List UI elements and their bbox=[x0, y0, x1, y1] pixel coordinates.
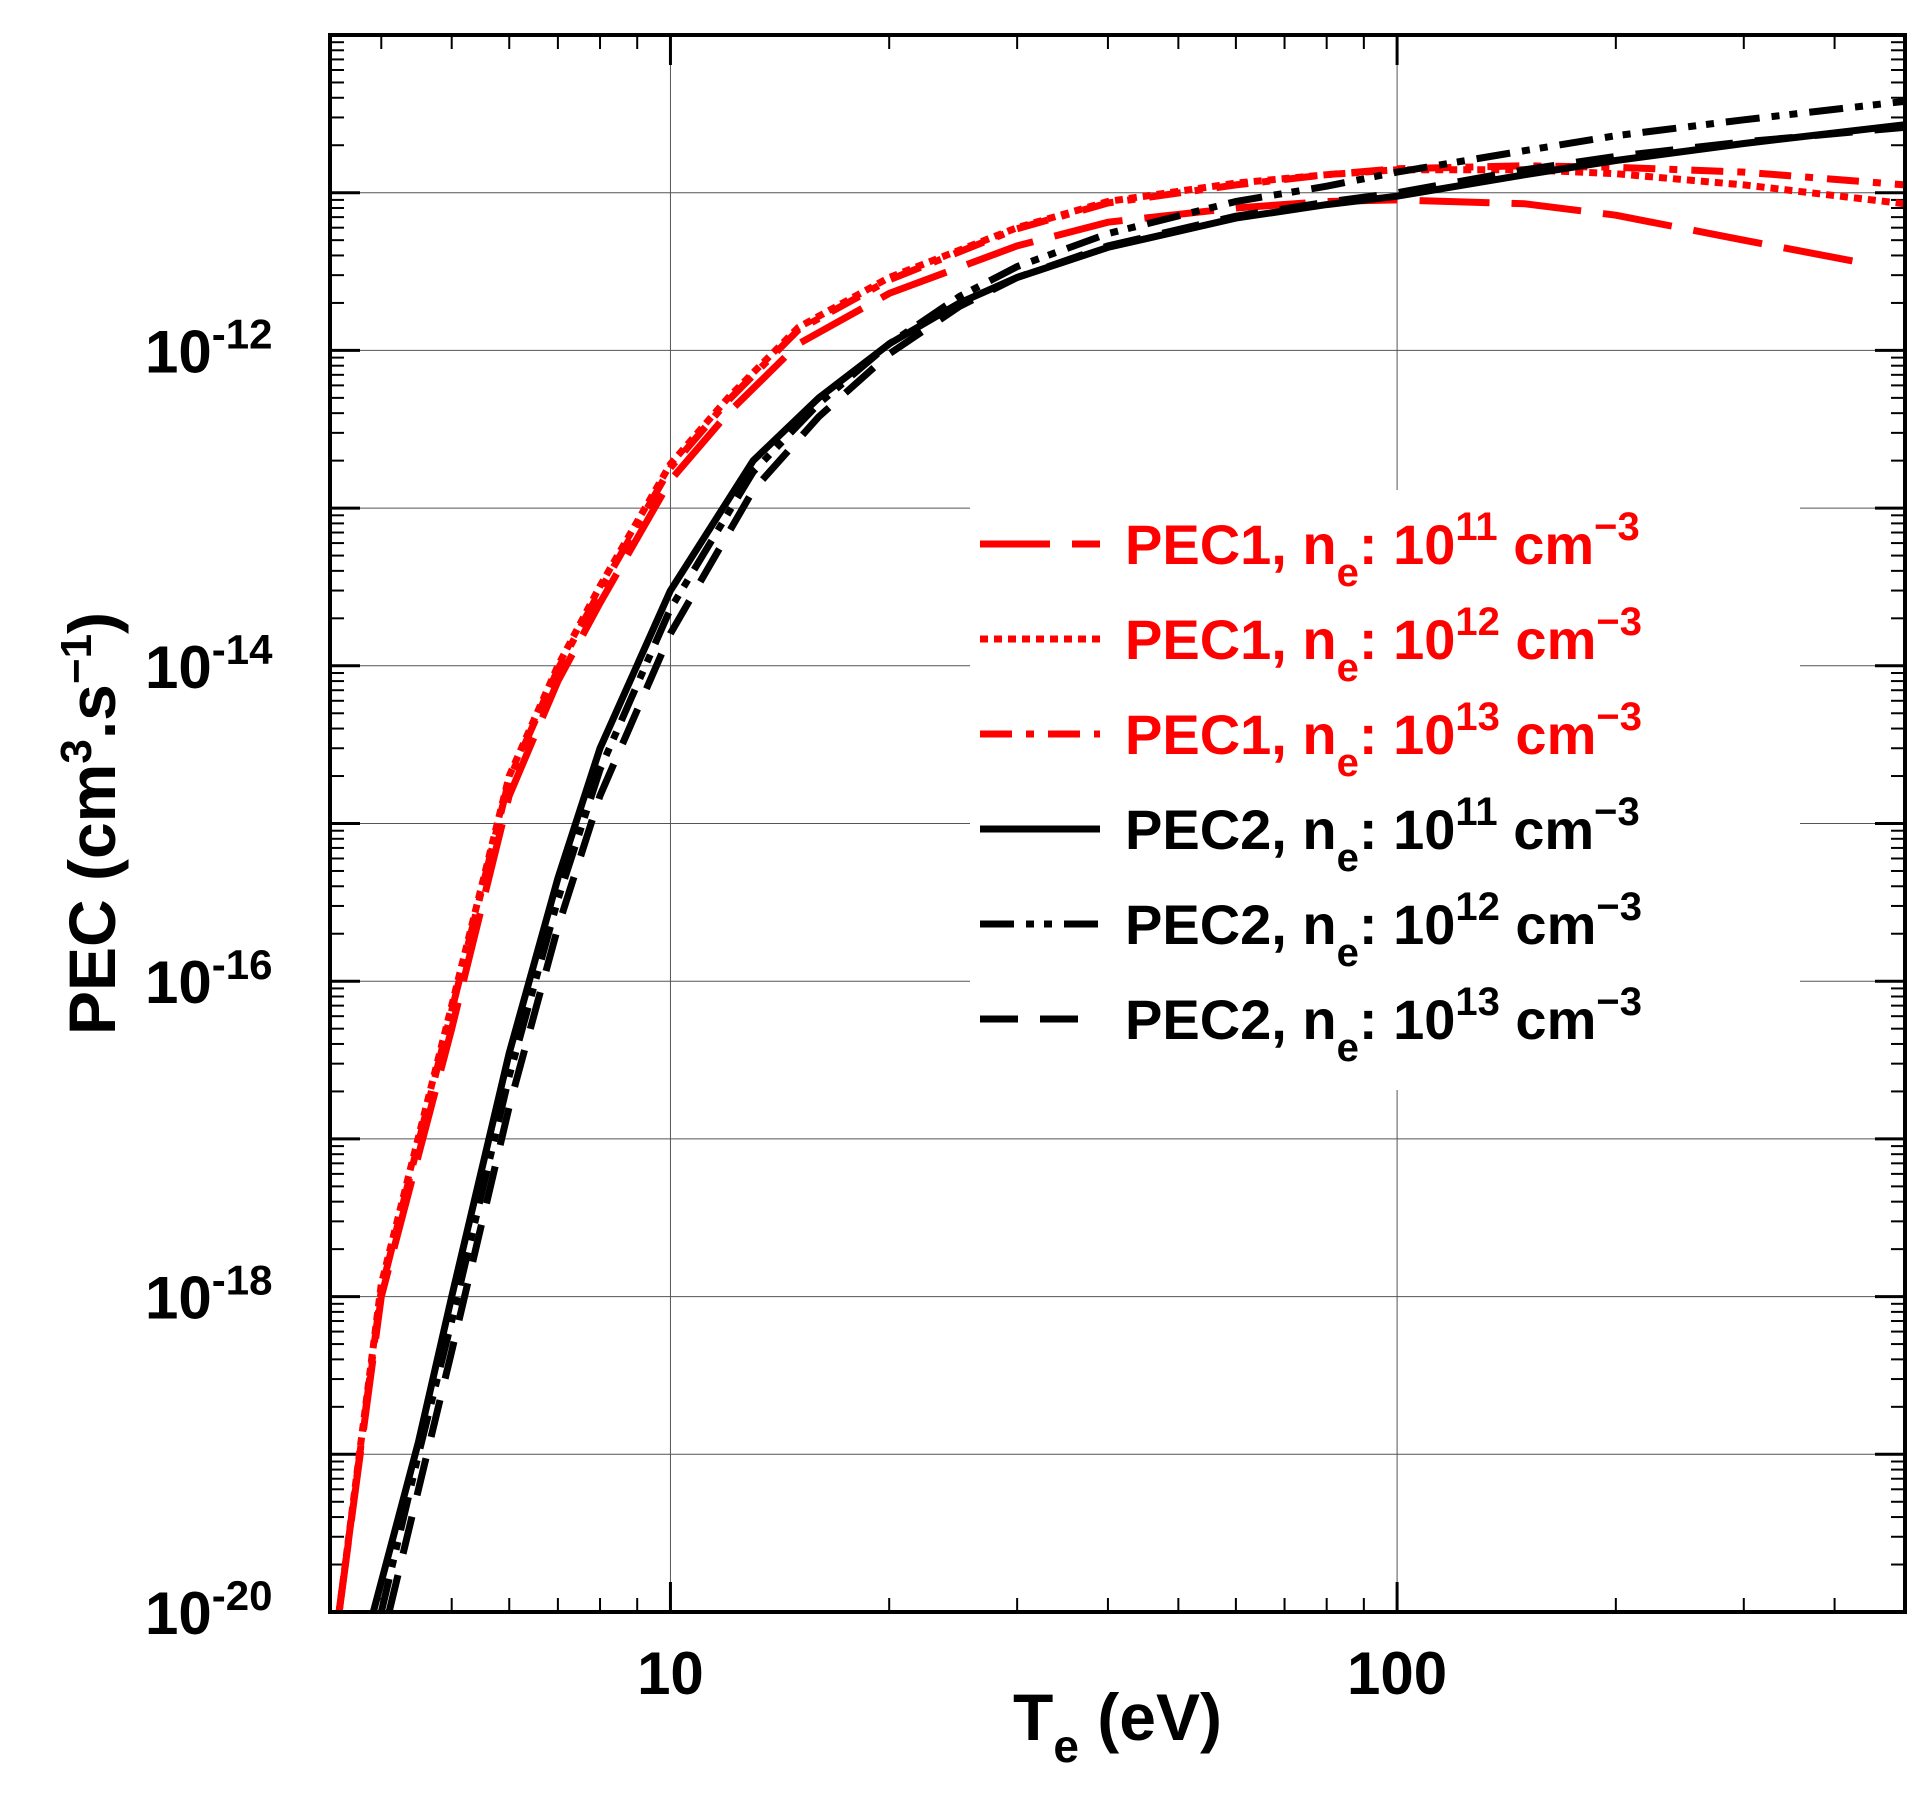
legend-label-part: PEC2, n bbox=[1125, 988, 1337, 1051]
legend-label-part: PEC1, n bbox=[1125, 608, 1337, 671]
legend-label-part: : 10 bbox=[1359, 608, 1456, 671]
plot-lines bbox=[335, 97, 1905, 1612]
legend-label-part: PEC1, n bbox=[1125, 513, 1337, 576]
legend-label-2: PEC1, ne: 1012 cm−3 bbox=[1125, 600, 1642, 690]
x-axis-label-sub: e bbox=[1053, 1720, 1079, 1772]
y-tick-label-base: 10 bbox=[145, 1265, 212, 1332]
legend-label-part: 11 bbox=[1455, 505, 1497, 549]
y-tick-label: 10-14 bbox=[145, 626, 273, 701]
legend-label-part: 13 bbox=[1455, 980, 1500, 1024]
legend-label-part: −3 bbox=[1596, 980, 1642, 1024]
y-axis-label: PEC (cm3.s−1) bbox=[52, 612, 129, 1035]
legend-label-part: e bbox=[1337, 741, 1359, 785]
legend-label-part: PEC1, n bbox=[1125, 703, 1337, 766]
legend-label-part: : 10 bbox=[1359, 513, 1456, 576]
legend-label-part: 12 bbox=[1455, 885, 1500, 929]
legend-label-part: 12 bbox=[1455, 600, 1500, 644]
x-tick-label: 100 bbox=[1347, 1640, 1447, 1707]
y-tick-label-base: 10 bbox=[145, 634, 212, 701]
y-axis-label-sup2: −1 bbox=[52, 634, 101, 684]
x-axis-label-main: T bbox=[1013, 1680, 1053, 1754]
y-axis-label-end: ) bbox=[55, 612, 129, 634]
legend-label-part: cm bbox=[1498, 798, 1595, 861]
legend-label-6: PEC2, ne: 1013 cm−3 bbox=[1125, 980, 1642, 1070]
plot-frame bbox=[328, 33, 1907, 1614]
legend-label-part: −3 bbox=[1594, 790, 1640, 834]
legend-label-part: e bbox=[1337, 551, 1359, 595]
legend-label-3: PEC1, ne: 1013 cm−3 bbox=[1125, 695, 1642, 785]
legend-label-4: PEC2, ne: 1011 cm−3 bbox=[1125, 790, 1640, 880]
legend-label-part: PEC2, n bbox=[1125, 893, 1337, 956]
y-tick-label-base: 10 bbox=[145, 1580, 212, 1647]
legend-label-part: : 10 bbox=[1359, 893, 1456, 956]
legend-label-part: e bbox=[1337, 836, 1359, 880]
legend-label-part: −3 bbox=[1596, 695, 1642, 739]
x-axis-label: Te (eV) bbox=[1013, 1680, 1222, 1772]
legend-label-part: cm bbox=[1500, 893, 1597, 956]
legend-label-part: cm bbox=[1500, 608, 1597, 671]
legend-label-5: PEC2, ne: 1012 cm−3 bbox=[1125, 885, 1642, 975]
y-tick-label: 10-12 bbox=[145, 310, 272, 385]
y-tick-label-exponent: -12 bbox=[212, 310, 273, 357]
legend-label-part: cm bbox=[1500, 703, 1597, 766]
legend-label-part: 13 bbox=[1455, 695, 1500, 739]
legend-label-part: 11 bbox=[1455, 790, 1497, 834]
series-line-1 bbox=[335, 196, 1873, 1612]
y-axis-label-main: PEC (cm bbox=[55, 764, 129, 1035]
y-tick-label: 10-20 bbox=[145, 1572, 272, 1647]
legend-background bbox=[970, 490, 1800, 1090]
legend-label-part: −3 bbox=[1596, 885, 1642, 929]
x-axis-label-rest: (eV) bbox=[1079, 1680, 1222, 1754]
legend-label-part: e bbox=[1337, 646, 1359, 690]
legend-label-part: cm bbox=[1498, 513, 1595, 576]
y-tick-label-base: 10 bbox=[145, 949, 212, 1016]
legend-label-part: PEC2, n bbox=[1125, 798, 1337, 861]
legend-label-part: cm bbox=[1500, 988, 1597, 1051]
y-tick-label-exponent: -14 bbox=[212, 626, 273, 673]
y-tick-label: 10-18 bbox=[145, 1257, 272, 1332]
legend-label-part: e bbox=[1337, 931, 1359, 975]
legend-label-1: PEC1, ne: 1011 cm−3 bbox=[1125, 505, 1640, 595]
legend-label-part: : 10 bbox=[1359, 988, 1456, 1051]
legend-label-part: : 10 bbox=[1359, 798, 1456, 861]
x-tick-label: 10 bbox=[637, 1640, 704, 1707]
y-tick-label: 10-16 bbox=[145, 941, 272, 1016]
y-tick-label-exponent: -18 bbox=[212, 1257, 273, 1304]
series-line-6 bbox=[385, 123, 1905, 1612]
legend-label-part: : 10 bbox=[1359, 703, 1456, 766]
legend-label-part: −3 bbox=[1594, 505, 1640, 549]
legend-label-part: e bbox=[1337, 1026, 1359, 1070]
legend-label-part: −3 bbox=[1596, 600, 1642, 644]
series-line-5 bbox=[377, 97, 1905, 1612]
y-tick-label-exponent: -16 bbox=[212, 941, 273, 988]
y-tick-label-base: 10 bbox=[145, 318, 212, 385]
y-axis-label-sup1: 3 bbox=[52, 739, 101, 763]
y-tick-label-exponent: -20 bbox=[212, 1572, 273, 1619]
y-axis-label-mid: .s bbox=[55, 684, 129, 739]
